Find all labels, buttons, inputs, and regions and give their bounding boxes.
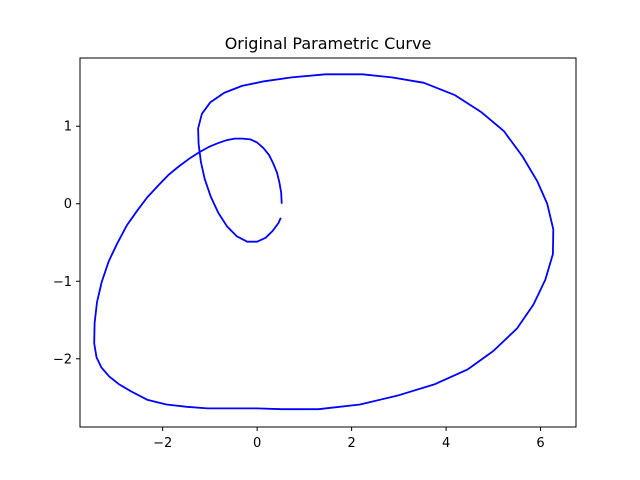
y-axis: −2 −1 0 1 — [53, 120, 80, 367]
axes-frame — [79, 57, 577, 428]
plot-area — [93, 73, 555, 411]
x-tick-label: 4 — [442, 436, 450, 451]
chart-title: Original Parametric Curve — [225, 34, 432, 53]
series-line-0 — [93, 73, 555, 411]
x-tick-label: 6 — [536, 436, 544, 451]
y-tick-label: 1 — [64, 120, 72, 135]
x-tick-label: 2 — [347, 436, 355, 451]
y-tick-label: −1 — [53, 275, 72, 290]
y-tick-label: −2 — [53, 352, 72, 367]
x-tick-label: 0 — [253, 436, 261, 451]
x-tick-label: −2 — [153, 436, 172, 451]
y-tick-label: 0 — [64, 197, 72, 212]
x-axis: −2 0 2 4 6 — [153, 427, 545, 451]
